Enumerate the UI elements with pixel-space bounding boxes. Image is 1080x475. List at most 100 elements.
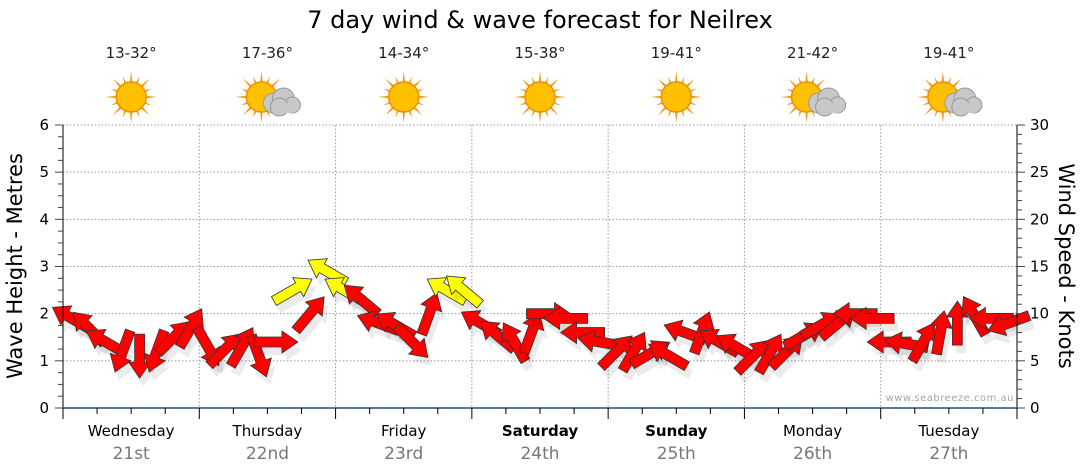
sun-disc [115,81,147,113]
temperature-range: 13-32° [106,44,157,62]
cloud-base [816,103,843,113]
wind-arrow [270,277,313,306]
sun-ray [805,71,809,85]
sun-ray [941,109,945,123]
right-axis-label: Wind Speed - Knots [1054,163,1078,368]
wind-arrow [518,311,545,356]
left-tick-label: 2 [39,305,49,323]
wind-arrow [968,306,1014,331]
date-label: 26th [793,444,832,464]
chart-title: 7 day wind & wave forecast for Neilrex [307,6,773,34]
day-label: Saturday [502,422,579,440]
sun-ray [259,71,263,85]
sun-ray [105,95,119,99]
right-tick-label: 0 [1030,399,1040,417]
sun-icon [377,71,430,123]
sun-disc [660,81,693,113]
day-label: Wednesday [88,422,175,440]
wind-arrow-shadow [114,337,139,381]
sun-ray [674,71,678,85]
sun-icon [650,71,703,123]
sun-ray [514,95,528,99]
date-label: 23rd [384,444,423,464]
wind-arrow [597,335,633,372]
left-tick-label: 6 [39,116,49,134]
temperature-range: 14-34° [378,44,429,62]
weather-row: 13-32° 17-36° 14-34° 15-38° 19-41° 21-42° 19-4… [105,44,983,123]
sun-icon [514,71,566,123]
sun-disc [524,81,556,113]
left-axis-label: Wave Height - Metres [3,153,27,379]
sun-ray [129,71,133,85]
right-tick-label: 30 [1030,116,1049,134]
sun-ray [674,109,678,123]
wind-arrow [559,320,605,345]
sun-ray [650,95,664,99]
temperature-range: 19-41° [651,44,702,62]
wind-arrow [849,306,895,331]
day-label: Tuesday [917,422,979,440]
cloud [944,87,983,117]
sun-cloud-icon [780,71,847,123]
day-label: Sunday [645,422,708,440]
temperature-range: 19-41° [923,44,974,62]
right-tick-label: 20 [1030,210,1049,228]
wind-arrow [416,292,443,337]
temperature-range: 15-38° [514,44,565,62]
cloud [808,87,847,117]
sun-ray [377,95,391,99]
wind-arrow [109,328,136,373]
wind-arrow [343,284,382,319]
sun-disc [387,81,420,113]
right-tick-label: 5 [1030,352,1040,370]
left-tick-label: 3 [39,258,49,276]
sun-cloud-icon [235,71,301,123]
cloud-base [271,103,298,113]
cloud [262,87,301,117]
sun-ray [402,71,406,85]
right-tick-label: 25 [1030,163,1049,181]
date-label: 27th [929,444,968,464]
sun-ray [144,95,158,99]
sun-ray [916,95,930,99]
wind-arrows [51,258,1035,387]
sun-ray [780,95,794,99]
sun-ray [416,95,430,99]
right-tick-label: 10 [1030,305,1049,323]
date-label: 21st [113,444,150,464]
sun-ray [538,109,542,123]
wind-arrow [392,322,429,359]
left-tick-label: 0 [39,399,49,417]
right-tick-label: 15 [1030,258,1049,276]
sun-ray [235,95,249,99]
wind-arrow [253,330,299,354]
date-label: 24th [520,444,559,464]
wind-arrow [542,306,588,331]
temperature-range: 21-42° [787,44,838,62]
left-tick-label: 5 [39,163,49,181]
day-label: Monday [783,422,842,440]
cloud-base [952,103,979,113]
date-label: 22nd [246,444,289,464]
wind-arrow-shadow [911,330,940,372]
wind-arrow [987,310,1032,337]
sun-icon [105,71,158,123]
sun-ray [402,109,406,123]
watermark: www.seabreeze.com.au [886,393,1014,404]
sun-ray [129,109,133,123]
wind-arrow [754,333,783,376]
wind-arrow [246,333,272,378]
wind-arrow [174,308,204,350]
wind-arrow [648,342,690,372]
temperature-range: 17-36° [242,44,293,62]
wind-arrow [291,296,325,335]
sun-ray [941,71,945,85]
left-tick-label: 4 [39,210,49,228]
sun-ray [259,109,263,123]
left-tick-label: 1 [39,352,49,370]
wind-arrow [445,275,484,309]
sun-ray [805,109,809,123]
axes: 0 1 2 3 4 5 6 0 5 10 15 20 25 30 Wednesday 21st Thursday… [39,116,1049,464]
day-label: Friday [381,422,427,440]
